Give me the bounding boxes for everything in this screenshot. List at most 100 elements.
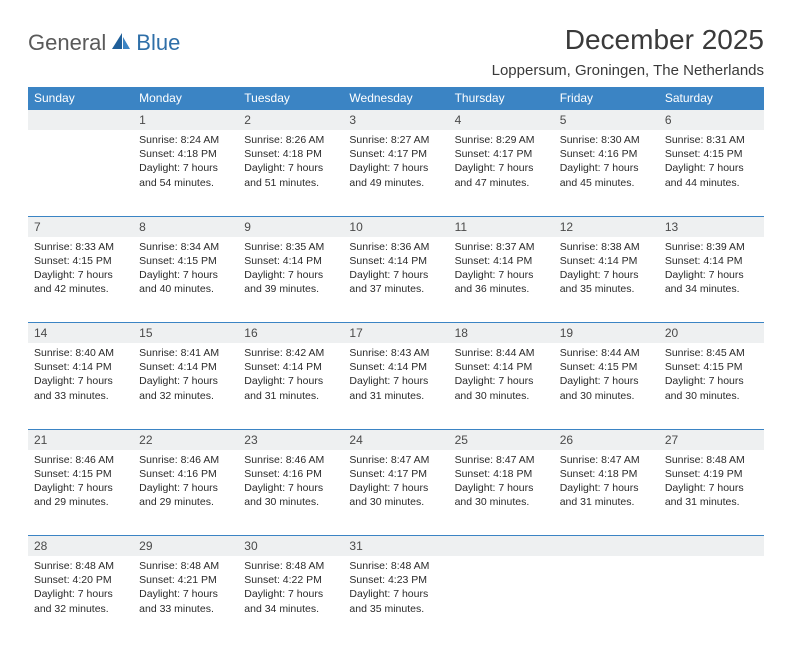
- day-number-cell: 8: [133, 216, 238, 237]
- day-number-cell: 31: [343, 536, 448, 557]
- day-number: 18: [449, 323, 554, 343]
- sunset-text: Sunset: 4:16 PM: [139, 467, 232, 481]
- day-cell: [554, 556, 659, 642]
- day-cell: Sunrise: 8:47 AMSunset: 4:17 PMDaylight:…: [343, 450, 448, 536]
- weekday-header: Thursday: [449, 87, 554, 110]
- sunset-text: Sunset: 4:22 PM: [244, 573, 337, 587]
- sunrise-text: Sunrise: 8:48 AM: [139, 559, 232, 573]
- sunset-text: Sunset: 4:14 PM: [349, 254, 442, 268]
- day-details: Sunrise: 8:47 AMSunset: 4:18 PMDaylight:…: [449, 450, 554, 516]
- sunset-text: Sunset: 4:19 PM: [665, 467, 758, 481]
- day-details: [659, 556, 764, 565]
- sunrise-text: Sunrise: 8:45 AM: [665, 346, 758, 360]
- logo: General Blue: [28, 30, 180, 56]
- calendar-page: General Blue December 2025 Loppersum, Gr…: [0, 0, 792, 652]
- day-cell: Sunrise: 8:35 AMSunset: 4:14 PMDaylight:…: [238, 237, 343, 323]
- sunset-text: Sunset: 4:18 PM: [455, 467, 548, 481]
- sunrise-text: Sunrise: 8:41 AM: [139, 346, 232, 360]
- weekday-header: Sunday: [28, 87, 133, 110]
- sunrise-text: Sunrise: 8:48 AM: [244, 559, 337, 573]
- day-number-cell: 2: [238, 110, 343, 131]
- day-number-cell: 12: [554, 216, 659, 237]
- daylight-text: Daylight: 7 hours: [139, 587, 232, 601]
- daylight-text: Daylight: 7 hours: [244, 161, 337, 175]
- day-number: 5: [554, 110, 659, 130]
- sunset-text: Sunset: 4:14 PM: [665, 254, 758, 268]
- daylight-text: and 45 minutes.: [560, 176, 653, 190]
- day-cell: Sunrise: 8:29 AMSunset: 4:17 PMDaylight:…: [449, 130, 554, 216]
- daylight-text: and 40 minutes.: [139, 282, 232, 296]
- day-number: 3: [343, 110, 448, 130]
- day-cell: Sunrise: 8:30 AMSunset: 4:16 PMDaylight:…: [554, 130, 659, 216]
- daylight-text: and 30 minutes.: [665, 389, 758, 403]
- sunset-text: Sunset: 4:15 PM: [34, 254, 127, 268]
- day-cell: Sunrise: 8:48 AMSunset: 4:23 PMDaylight:…: [343, 556, 448, 642]
- daylight-text: and 42 minutes.: [34, 282, 127, 296]
- day-cell: Sunrise: 8:27 AMSunset: 4:17 PMDaylight:…: [343, 130, 448, 216]
- day-details: Sunrise: 8:37 AMSunset: 4:14 PMDaylight:…: [449, 237, 554, 303]
- day-cell: Sunrise: 8:38 AMSunset: 4:14 PMDaylight:…: [554, 237, 659, 323]
- location-text: Loppersum, Groningen, The Netherlands: [492, 62, 764, 79]
- day-cell: Sunrise: 8:44 AMSunset: 4:14 PMDaylight:…: [449, 343, 554, 429]
- day-number-cell: 25: [449, 429, 554, 450]
- sunrise-text: Sunrise: 8:37 AM: [455, 240, 548, 254]
- weekday-header-row: Sunday Monday Tuesday Wednesday Thursday…: [28, 87, 764, 110]
- daynum-row: 28293031: [28, 536, 764, 557]
- day-number-cell: 26: [554, 429, 659, 450]
- day-number-cell: [659, 536, 764, 557]
- day-number: 16: [238, 323, 343, 343]
- daylight-text: Daylight: 7 hours: [349, 481, 442, 495]
- sunset-text: Sunset: 4:18 PM: [244, 147, 337, 161]
- daylight-text: Daylight: 7 hours: [34, 268, 127, 282]
- sail-icon: [110, 31, 132, 56]
- day-details: Sunrise: 8:34 AMSunset: 4:15 PMDaylight:…: [133, 237, 238, 303]
- sunrise-text: Sunrise: 8:38 AM: [560, 240, 653, 254]
- sunrise-text: Sunrise: 8:35 AM: [244, 240, 337, 254]
- daylight-text: and 35 minutes.: [560, 282, 653, 296]
- day-details: Sunrise: 8:41 AMSunset: 4:14 PMDaylight:…: [133, 343, 238, 409]
- weekday-header: Tuesday: [238, 87, 343, 110]
- sunrise-text: Sunrise: 8:47 AM: [349, 453, 442, 467]
- calendar-body: 123456Sunrise: 8:24 AMSunset: 4:18 PMDay…: [28, 110, 764, 643]
- sunrise-text: Sunrise: 8:48 AM: [34, 559, 127, 573]
- daylight-text: Daylight: 7 hours: [560, 374, 653, 388]
- daynum-row: 21222324252627: [28, 429, 764, 450]
- daylight-text: Daylight: 7 hours: [139, 374, 232, 388]
- day-number: 20: [659, 323, 764, 343]
- daylight-text: Daylight: 7 hours: [349, 374, 442, 388]
- day-number-cell: 13: [659, 216, 764, 237]
- daynum-row: 78910111213: [28, 216, 764, 237]
- sunset-text: Sunset: 4:14 PM: [349, 360, 442, 374]
- sunrise-text: Sunrise: 8:31 AM: [665, 133, 758, 147]
- sunrise-text: Sunrise: 8:30 AM: [560, 133, 653, 147]
- daylight-text: and 31 minutes.: [560, 495, 653, 509]
- sunset-text: Sunset: 4:21 PM: [139, 573, 232, 587]
- day-details: Sunrise: 8:45 AMSunset: 4:15 PMDaylight:…: [659, 343, 764, 409]
- day-details: Sunrise: 8:31 AMSunset: 4:15 PMDaylight:…: [659, 130, 764, 196]
- sunrise-text: Sunrise: 8:46 AM: [244, 453, 337, 467]
- sunset-text: Sunset: 4:14 PM: [560, 254, 653, 268]
- sunset-text: Sunset: 4:17 PM: [455, 147, 548, 161]
- day-number: 8: [133, 217, 238, 237]
- day-cell: Sunrise: 8:48 AMSunset: 4:22 PMDaylight:…: [238, 556, 343, 642]
- day-number-cell: 15: [133, 323, 238, 344]
- sunrise-text: Sunrise: 8:39 AM: [665, 240, 758, 254]
- daynum-row: 123456: [28, 110, 764, 131]
- day-number-cell: 24: [343, 429, 448, 450]
- day-details: Sunrise: 8:43 AMSunset: 4:14 PMDaylight:…: [343, 343, 448, 409]
- daylight-text: and 31 minutes.: [349, 389, 442, 403]
- sunrise-text: Sunrise: 8:47 AM: [455, 453, 548, 467]
- day-number-cell: 5: [554, 110, 659, 131]
- sunset-text: Sunset: 4:15 PM: [665, 147, 758, 161]
- day-cell: Sunrise: 8:48 AMSunset: 4:20 PMDaylight:…: [28, 556, 133, 642]
- daylight-text: Daylight: 7 hours: [560, 161, 653, 175]
- sunrise-text: Sunrise: 8:40 AM: [34, 346, 127, 360]
- sunset-text: Sunset: 4:16 PM: [244, 467, 337, 481]
- daylight-text: and 29 minutes.: [34, 495, 127, 509]
- day-cell: Sunrise: 8:46 AMSunset: 4:16 PMDaylight:…: [133, 450, 238, 536]
- day-number-cell: 16: [238, 323, 343, 344]
- daylight-text: and 32 minutes.: [34, 602, 127, 616]
- day-number: 26: [554, 430, 659, 450]
- day-number: 22: [133, 430, 238, 450]
- daylight-text: and 31 minutes.: [244, 389, 337, 403]
